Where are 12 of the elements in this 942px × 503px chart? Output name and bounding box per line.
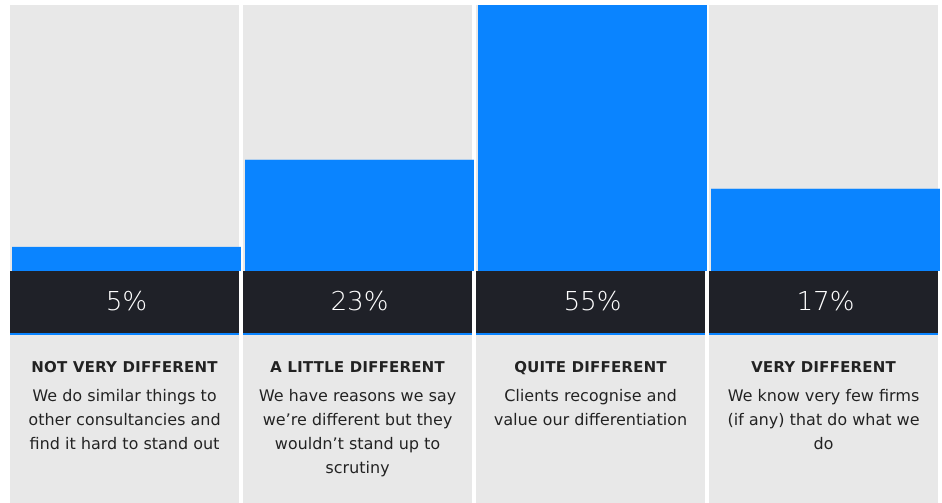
text: Clients recognise and value our differentiation (492, 385, 688, 431)
x-tick-label: NOT VERY DIFFERENT (30, 358, 219, 376)
x-tick-label: QUITE DIFFERENT (513, 358, 668, 376)
x-tick-label: VERY DIFFERENT (750, 358, 897, 376)
text: We have reasons we say we’re different but they wouldn’t stand up to scrutiny (258, 385, 458, 479)
text: We do similar things to other consultancies and find it hard to stand out (27, 385, 222, 455)
x-tick-label: A LITTLE DIFFERENT (269, 358, 446, 376)
data-label: 5% (106, 286, 148, 317)
data-label: 23% (330, 286, 388, 317)
text: We know very few firms (if any) that do what we do (726, 385, 921, 455)
data-label: 55% (564, 286, 622, 317)
data-label: 17% (796, 286, 854, 317)
